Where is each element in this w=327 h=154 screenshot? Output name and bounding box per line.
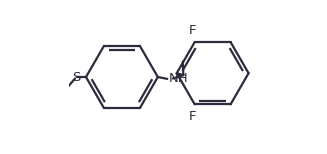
Text: F: F	[189, 24, 197, 37]
Text: S: S	[72, 71, 81, 83]
Text: NH: NH	[169, 72, 188, 85]
Text: F: F	[189, 110, 197, 123]
